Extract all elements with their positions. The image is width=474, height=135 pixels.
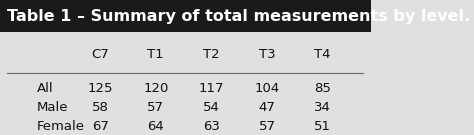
Text: T2: T2 bbox=[203, 48, 220, 61]
Text: T1: T1 bbox=[147, 48, 164, 61]
Text: 57: 57 bbox=[258, 120, 275, 133]
Text: C7: C7 bbox=[91, 48, 109, 61]
Text: All: All bbox=[37, 82, 54, 95]
Text: 64: 64 bbox=[147, 120, 164, 133]
Text: 57: 57 bbox=[147, 102, 164, 114]
Text: Male: Male bbox=[37, 102, 69, 114]
Text: 54: 54 bbox=[203, 102, 220, 114]
Text: 47: 47 bbox=[259, 102, 275, 114]
Text: 120: 120 bbox=[143, 82, 168, 95]
Text: 125: 125 bbox=[87, 82, 113, 95]
Text: 63: 63 bbox=[203, 120, 220, 133]
Text: 85: 85 bbox=[314, 82, 331, 95]
Text: T4: T4 bbox=[314, 48, 331, 61]
Text: 58: 58 bbox=[91, 102, 109, 114]
Text: T3: T3 bbox=[259, 48, 275, 61]
Text: 117: 117 bbox=[199, 82, 224, 95]
Text: 34: 34 bbox=[314, 102, 331, 114]
Bar bbox=[0, 0, 371, 32]
Text: 104: 104 bbox=[255, 82, 280, 95]
Text: Table 1 – Summary of total measurements by level.: Table 1 – Summary of total measurements … bbox=[8, 9, 471, 23]
Text: Female: Female bbox=[37, 120, 85, 133]
Text: 51: 51 bbox=[314, 120, 331, 133]
Text: 67: 67 bbox=[91, 120, 109, 133]
